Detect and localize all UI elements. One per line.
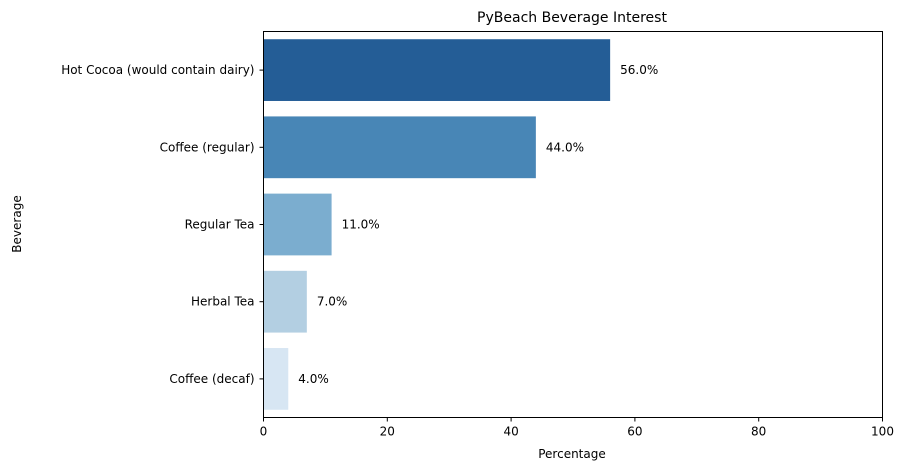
data-label: 11.0% <box>342 218 380 232</box>
x-tick-label: 80 <box>751 425 766 439</box>
x-tick-label: 40 <box>503 425 518 439</box>
x-axis-label: Percentage <box>538 447 606 461</box>
bar <box>263 348 289 410</box>
data-label: 44.0% <box>546 140 584 154</box>
y-tick-label: Coffee (decaf) <box>169 372 254 386</box>
y-tick-label: Coffee (regular) <box>160 140 255 154</box>
bar <box>263 39 611 101</box>
data-label: 4.0% <box>298 372 329 386</box>
chart-title: PyBeach Beverage Interest <box>477 10 667 26</box>
x-tick-label: 60 <box>627 425 642 439</box>
bar <box>263 270 307 333</box>
x-tick-label: 100 <box>871 425 894 439</box>
y-tick-label: Herbal Tea <box>191 295 255 309</box>
bar <box>263 116 536 179</box>
data-label: 7.0% <box>317 295 348 309</box>
bar <box>263 193 332 256</box>
plot-frame <box>263 31 883 418</box>
x-tick-label: 0 <box>260 425 268 439</box>
y-tick-label: Hot Cocoa (would contain dairy) <box>61 63 254 77</box>
data-label: 56.0% <box>620 63 658 77</box>
y-tick-label: Regular Tea <box>185 218 255 232</box>
y-axis-label: Beverage <box>10 195 24 252</box>
x-tick-label: 20 <box>380 425 395 439</box>
